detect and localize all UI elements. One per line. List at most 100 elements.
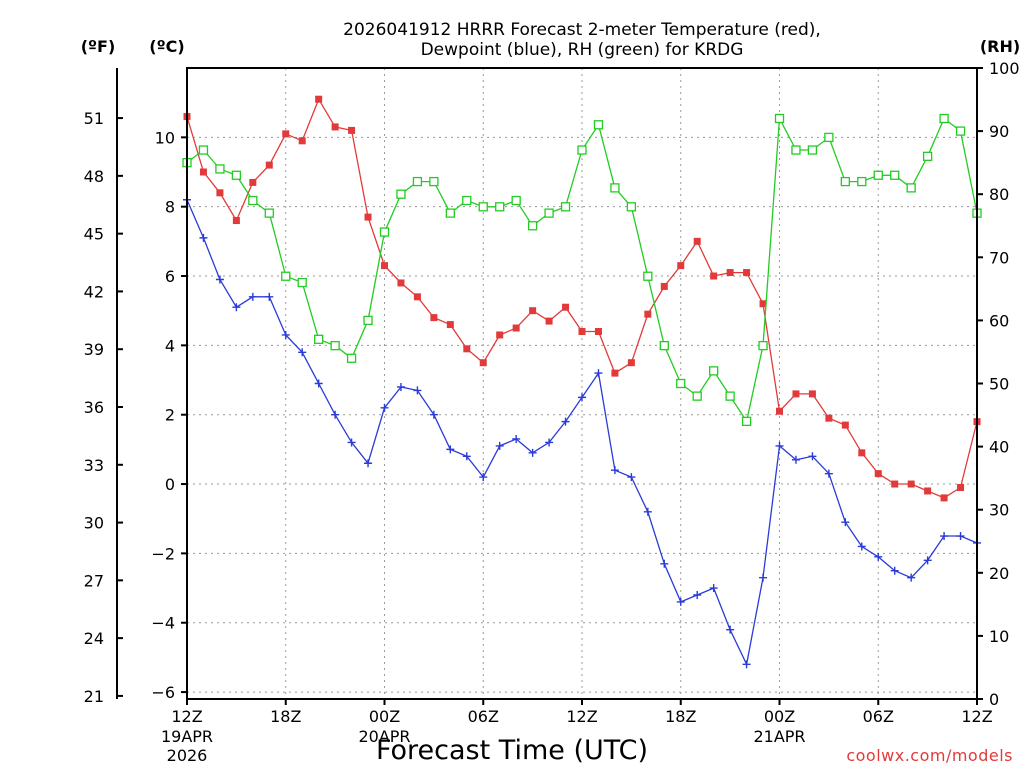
series-layer bbox=[182, 95, 982, 669]
dewpoint-point bbox=[956, 532, 965, 541]
rh-point bbox=[412, 176, 423, 187]
dewpoint-point bbox=[890, 566, 899, 575]
fahrenheit-tick-label: 51 bbox=[84, 109, 104, 128]
fahrenheit-tick-label: 27 bbox=[84, 571, 104, 590]
temperature-point bbox=[315, 95, 323, 103]
celsius-tick-label: 8 bbox=[165, 198, 175, 217]
temperature-point bbox=[808, 390, 816, 398]
rh-point bbox=[955, 126, 966, 136]
temperature-point bbox=[578, 327, 586, 335]
temperature-point bbox=[710, 272, 718, 280]
celsius-tick-label: 10 bbox=[155, 128, 175, 147]
rh-point bbox=[198, 145, 209, 155]
rh-point bbox=[462, 195, 472, 206]
temperature-point bbox=[249, 178, 257, 186]
dewpoint-point bbox=[248, 292, 257, 301]
temperature-point bbox=[660, 282, 668, 290]
rh-point bbox=[857, 176, 867, 187]
temperature-point bbox=[825, 414, 833, 422]
temperature-point bbox=[413, 293, 421, 301]
fahrenheit-unit-label: (ºF) bbox=[81, 37, 116, 56]
rh-point bbox=[840, 176, 850, 187]
rh-point bbox=[231, 170, 242, 180]
x-tick-label: 00Z bbox=[764, 707, 795, 726]
dewpoint-point bbox=[841, 518, 850, 527]
dewpoint-point bbox=[907, 573, 916, 582]
dewpoint-point bbox=[347, 438, 356, 447]
dewpoint-point bbox=[808, 452, 817, 461]
rh-point bbox=[824, 132, 834, 143]
rh-point bbox=[939, 113, 949, 124]
temperature-point bbox=[841, 421, 849, 429]
rh-tick-label: 50 bbox=[989, 375, 1009, 394]
temperature-point bbox=[381, 262, 388, 270]
dewpoint-point bbox=[479, 473, 488, 482]
chart-title-line-1: 2026041912 HRRR Forecast 2-meter Tempera… bbox=[343, 20, 821, 40]
dewpoint-line bbox=[186, 199, 978, 667]
temperature-point bbox=[940, 494, 948, 502]
rh-point bbox=[330, 340, 340, 351]
temperature-point bbox=[298, 137, 306, 145]
dewpoint-point bbox=[265, 292, 274, 301]
dewpoint-point bbox=[495, 441, 504, 450]
dewpoint-point bbox=[676, 597, 685, 606]
rh-point bbox=[346, 353, 357, 363]
temperature-point bbox=[265, 161, 273, 169]
dewpoint-point bbox=[396, 382, 405, 391]
temperature-point bbox=[627, 359, 635, 367]
temperature-point bbox=[776, 407, 783, 415]
rh-point bbox=[725, 391, 735, 401]
x-tick-date: 20APR bbox=[358, 727, 410, 746]
dewpoint-point bbox=[791, 455, 800, 464]
dewpoint-point bbox=[281, 330, 290, 339]
dewpoint-point bbox=[561, 417, 570, 426]
dewpoint-point bbox=[759, 573, 768, 582]
dewpoint-point bbox=[874, 552, 883, 561]
x-tick-label: 00Z bbox=[369, 707, 400, 726]
rh-point bbox=[807, 145, 818, 155]
celsius-unit-label: (ºC) bbox=[149, 37, 184, 56]
dewpoint-point bbox=[726, 625, 735, 634]
credit-label: coolwx.com/models bbox=[846, 746, 1013, 765]
temperature-point bbox=[874, 470, 882, 478]
rh-tick-label: 60 bbox=[989, 311, 1009, 330]
fahrenheit-tick-label: 45 bbox=[84, 225, 104, 244]
celsius-tick-label: 6 bbox=[165, 267, 175, 286]
temperature-point bbox=[331, 123, 339, 131]
dewpoint-point bbox=[512, 434, 521, 443]
rh-point bbox=[758, 340, 768, 351]
temperature-point bbox=[446, 321, 454, 329]
rh-point bbox=[873, 170, 883, 180]
rh-point bbox=[281, 271, 291, 281]
rh-point bbox=[577, 145, 587, 155]
temperature-point bbox=[891, 480, 899, 488]
x-tick-label: 06Z bbox=[468, 707, 499, 726]
dewpoint-point bbox=[693, 590, 702, 599]
temperature-point bbox=[397, 279, 405, 287]
rh-point bbox=[610, 183, 620, 193]
rh-tick-label: 70 bbox=[989, 248, 1009, 267]
rh-tick-label: 80 bbox=[989, 185, 1009, 204]
rh-tick-label: 20 bbox=[989, 564, 1009, 583]
rh-point bbox=[215, 164, 225, 174]
dewpoint-point bbox=[578, 393, 586, 402]
temperature-point bbox=[496, 331, 504, 339]
dewpoint-point bbox=[660, 559, 669, 568]
temperature-point bbox=[594, 327, 602, 335]
temperature-point bbox=[364, 213, 372, 221]
celsius-tick-label: −6 bbox=[151, 683, 175, 702]
fahrenheit-tick-label: 30 bbox=[84, 514, 104, 533]
celsius-tick-label: −4 bbox=[151, 614, 175, 633]
dewpoint-point bbox=[429, 410, 438, 419]
rh-tick-label: 10 bbox=[989, 627, 1009, 646]
temperature-point bbox=[512, 324, 520, 332]
grid-lines bbox=[187, 68, 977, 699]
dewpoint-point bbox=[824, 469, 833, 478]
dewpoint-point bbox=[331, 410, 340, 419]
celsius-tick-label: −2 bbox=[151, 544, 175, 563]
rh-point bbox=[429, 176, 439, 187]
rh-point bbox=[511, 195, 521, 206]
rh-point bbox=[692, 391, 702, 401]
dewpoint-point bbox=[545, 438, 554, 447]
